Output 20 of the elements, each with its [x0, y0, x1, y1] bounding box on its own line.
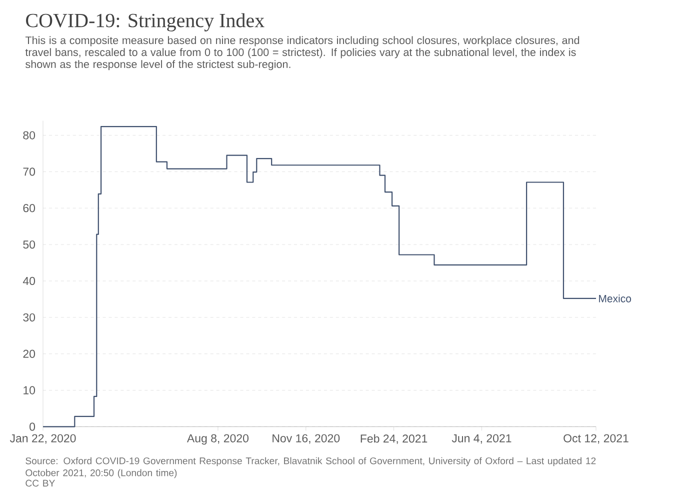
text: CC BY [26, 480, 55, 487]
y-tick-label: 60 [23, 204, 36, 212]
x-tick-label: Jun 4, 2021 [452, 434, 512, 444]
y-tick-label: 30 [23, 313, 36, 322]
y-tick-label: 20 [23, 350, 36, 358]
source-note: Source: Oxford COVID-19 Government Response Tracker, Blavatnik School of Government, University of Oxford – Last updated 12 October 2021, 20:50 (London time) [26, 457, 596, 478]
y-tick-label: 80 [23, 131, 36, 140]
y-tick-label: 70 [23, 168, 36, 176]
x-tick-label: Nov 16, 2020 [272, 434, 340, 444]
y-tick-label: 40 [22, 276, 36, 286]
y-tick-label: 10 [24, 386, 36, 394]
x-tick-label: Jan 22, 2020 [10, 434, 76, 444]
x-tick-label: Aug 8, 2020 [186, 434, 249, 445]
chart-subtitle: This is a composite measure based on nine response indicators including school closures, workplace closures, and travel bans, rescaled to a value from 0 to 100 (100 = strictest). If policies vary at the subnational level, the index is shown as the response level of the strictest sub-region. [25, 36, 580, 70]
x-tick-label: Oct 12, 2021 [564, 434, 628, 444]
chart-title: COVID-19: Stringency Index [26, 13, 264, 32]
x-tick-label: Feb 24, 2021 [360, 434, 428, 444]
y-tick-label: 50 [23, 240, 36, 249]
y-tick-label: 0 [30, 422, 36, 431]
series-label: Mexico [599, 294, 632, 302]
